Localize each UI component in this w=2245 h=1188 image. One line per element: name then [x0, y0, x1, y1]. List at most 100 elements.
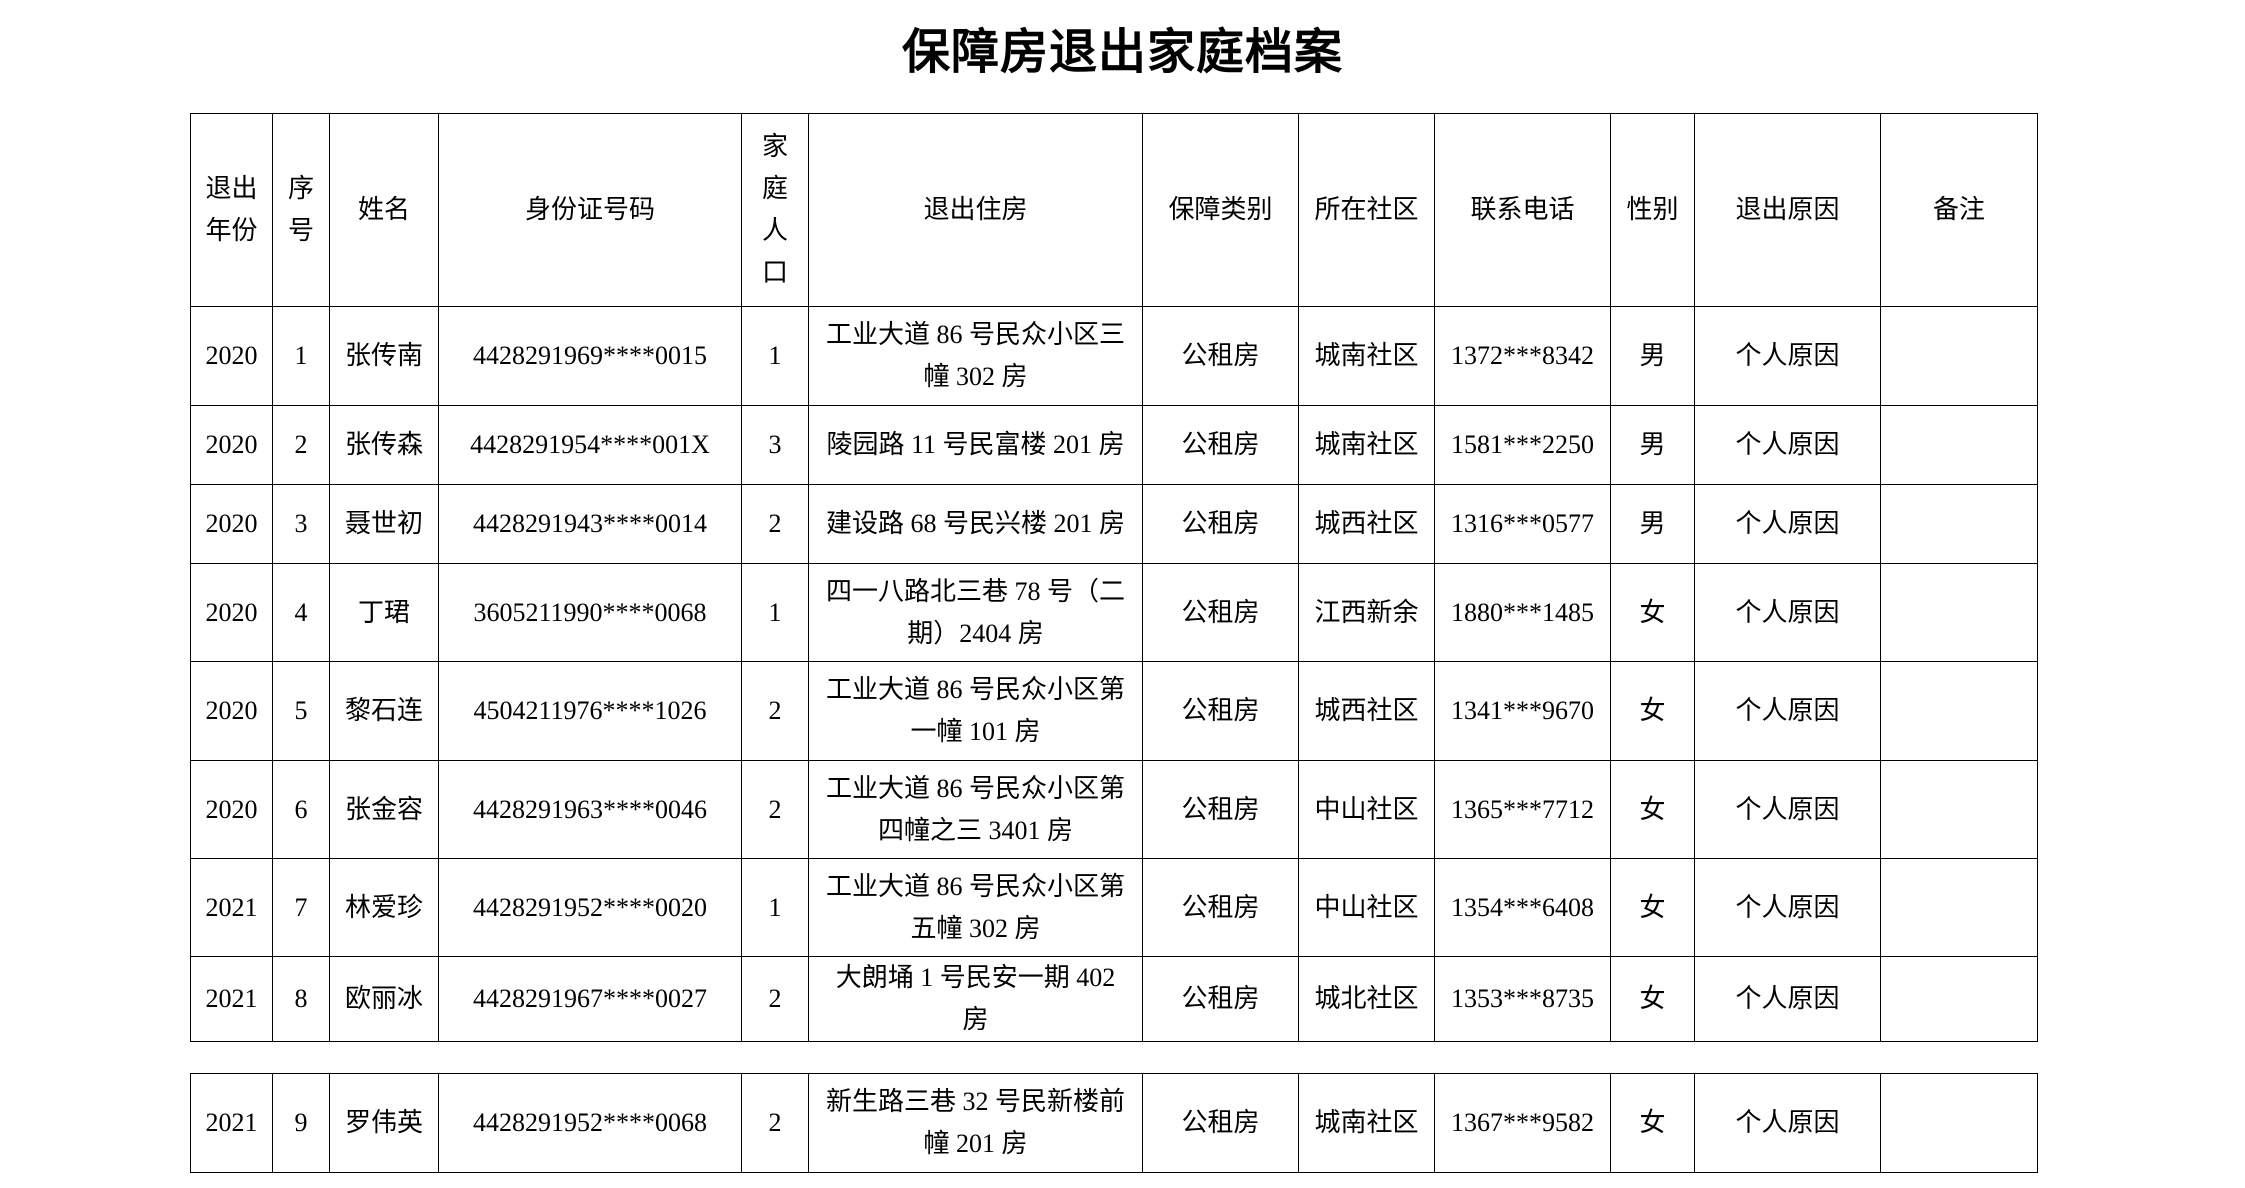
cell-name: 丁珺 — [329, 563, 439, 662]
cell-housing-type: 公租房 — [1142, 661, 1299, 761]
cell-household-size: 1 — [741, 858, 809, 957]
cell-housing-type: 公租房 — [1142, 484, 1299, 564]
address-line: 建设路 68 号民兴楼 201 房 — [825, 509, 1125, 538]
cell-exit-reason: 个人原因 — [1694, 1073, 1881, 1173]
cell-exit-reason: 个人原因 — [1694, 956, 1881, 1042]
cell-id-number: 3605211990****0068 — [438, 563, 742, 662]
cell-household-size: 3 — [741, 405, 809, 485]
table-row: 2020 5 黎石连 4504211976****1026 2 工业大道 86 号民众小区… — [190, 661, 2038, 761]
cell-exit-housing: 新生路三巷 32 号民新楼前幢 201 房 — [808, 1073, 1143, 1173]
header-remarks: 备注 — [1880, 113, 2038, 307]
address-line: 工业大道 86 号民众小区第 — [825, 675, 1125, 704]
cell-community: 城南社区 — [1298, 306, 1435, 406]
archive-table-continued: 2021 9 罗伟英 4428291952****0068 2 新生路三巷 32 号民新楼… — [190, 1073, 2038, 1173]
cell-community: 江西新余 — [1298, 563, 1435, 662]
cell-household-size: 1 — [741, 563, 809, 662]
cell-name: 欧丽冰 — [329, 956, 439, 1042]
cell-phone: 1365***7712 — [1434, 760, 1611, 859]
cell-id-number: 4428291952****0068 — [438, 1073, 742, 1173]
cell-community: 城北社区 — [1298, 956, 1435, 1042]
cell-exit-reason: 个人原因 — [1694, 858, 1881, 957]
cell-id-number: 4428291969****0015 — [438, 306, 742, 406]
header-housing-type: 保障类别 — [1142, 113, 1299, 307]
cell-housing-type: 公租房 — [1142, 956, 1299, 1042]
cell-serial-no: 7 — [272, 858, 330, 957]
address-line: 一幢 101 房 — [910, 717, 1041, 746]
cell-exit-housing: 工业大道 86 号民众小区三幢 302 房 — [808, 306, 1143, 406]
cell-id-number: 4428291943****0014 — [438, 484, 742, 564]
address-line: 期）2404 房 — [907, 618, 1044, 648]
cell-phone: 1367***9582 — [1434, 1073, 1611, 1173]
cell-gender: 男 — [1610, 306, 1695, 406]
header-exit-housing: 退出住房 — [808, 113, 1143, 307]
header-household-size: 家庭人口 — [741, 113, 809, 307]
cell-remarks — [1880, 405, 2038, 485]
cell-phone: 1341***9670 — [1434, 661, 1611, 761]
table-row: 2020 4 丁珺 3605211990****0068 1 四一八路北三巷 78 号（二… — [190, 563, 2038, 662]
cell-exit-housing: 工业大道 86 号民众小区第 四幢之三 3401 房 — [808, 760, 1143, 859]
cell-gender: 女 — [1610, 1073, 1695, 1173]
cell-community: 中山社区 — [1298, 760, 1435, 859]
cell-remarks — [1880, 760, 2038, 859]
cell-exit-year: 2020 — [190, 661, 273, 761]
cell-exit-reason: 个人原因 — [1694, 563, 1881, 662]
cell-remarks — [1880, 956, 2038, 1042]
cell-id-number: 4504211976****1026 — [438, 661, 742, 761]
cell-exit-reason: 个人原因 — [1694, 306, 1881, 406]
cell-serial-no: 6 — [272, 760, 330, 859]
cell-household-size: 1 — [741, 306, 809, 406]
address-line: 四幢之三 3401 房 — [877, 815, 1073, 845]
header-row: 退出年份 序号 姓名 身份证号码 家庭人口 退出住房 保障类别 所在社区 联系电… — [190, 113, 2038, 307]
cell-name: 张金容 — [329, 760, 439, 859]
cell-housing-type: 公租房 — [1142, 858, 1299, 957]
cell-phone: 1354***6408 — [1434, 858, 1611, 957]
cell-phone: 1372***8342 — [1434, 306, 1611, 406]
address-line: 幢 201 房 — [923, 1129, 1028, 1158]
cell-name: 黎石连 — [329, 661, 439, 761]
address-line: 五幢 302 房 — [910, 913, 1041, 943]
cell-id-number: 4428291967****0027 — [438, 956, 742, 1042]
cell-exit-year: 2021 — [190, 1073, 273, 1173]
cell-exit-year: 2020 — [190, 484, 273, 564]
table-row: 2021 7 林爱珍 4428291952****0020 1 工业大道 86 号民众小区… — [190, 858, 2038, 957]
cell-gender: 男 — [1610, 484, 1695, 564]
header-community: 所在社区 — [1298, 113, 1435, 307]
cell-remarks — [1880, 661, 2038, 761]
cell-remarks — [1880, 1073, 2038, 1173]
cell-community: 城西社区 — [1298, 484, 1435, 564]
address-line: 陵园路 11 号民富楼 201 房 — [826, 430, 1125, 459]
table-row: 2021 9 罗伟英 4428291952****0068 2 新生路三巷 32 号民新楼… — [190, 1073, 2038, 1173]
table-row: 2020 1 张传南 4428291969****0015 1 工业大道 86 号民众小区… — [190, 306, 2038, 406]
cell-remarks — [1880, 484, 2038, 564]
cell-serial-no: 8 — [272, 956, 330, 1042]
cell-exit-year: 2021 — [190, 956, 273, 1042]
cell-name: 聂世初 — [329, 484, 439, 564]
cell-community: 城西社区 — [1298, 661, 1435, 761]
cell-gender: 女 — [1610, 956, 1695, 1042]
header-name: 姓名 — [329, 113, 439, 307]
cell-serial-no: 1 — [272, 306, 330, 406]
cell-gender: 女 — [1610, 760, 1695, 859]
cell-exit-housing: 陵园路 11 号民富楼 201 房 — [808, 405, 1143, 485]
cell-serial-no: 3 — [272, 484, 330, 564]
cell-housing-type: 公租房 — [1142, 563, 1299, 662]
cell-exit-reason: 个人原因 — [1694, 484, 1881, 564]
cell-exit-year: 2020 — [190, 405, 273, 485]
table-row: 2020 3 聂世初 4428291943****0014 2 建设路 68 号民兴楼 2… — [190, 484, 2038, 564]
address-line: 幢 302 房 — [923, 362, 1028, 391]
cell-household-size: 2 — [741, 1073, 809, 1173]
header-gender: 性别 — [1610, 113, 1695, 307]
address-line: 工业大道 86 号民众小区第 — [825, 773, 1125, 803]
address-line: 大朗埇 1 号民安一期 402 — [835, 963, 1116, 992]
cell-exit-year: 2020 — [190, 563, 273, 662]
cell-exit-year: 2020 — [190, 306, 273, 406]
cell-phone: 1581***2250 — [1434, 405, 1611, 485]
table-row: 2020 2 张传森 4428291954****001X 3 陵园路 11 号民富楼 2… — [190, 405, 2038, 485]
cell-name: 张传森 — [329, 405, 439, 485]
cell-housing-type: 公租房 — [1142, 405, 1299, 485]
cell-gender: 女 — [1610, 858, 1695, 957]
cell-household-size: 2 — [741, 760, 809, 859]
cell-remarks — [1880, 306, 2038, 406]
cell-household-size: 2 — [741, 484, 809, 564]
cell-id-number: 4428291954****001X — [438, 405, 742, 485]
